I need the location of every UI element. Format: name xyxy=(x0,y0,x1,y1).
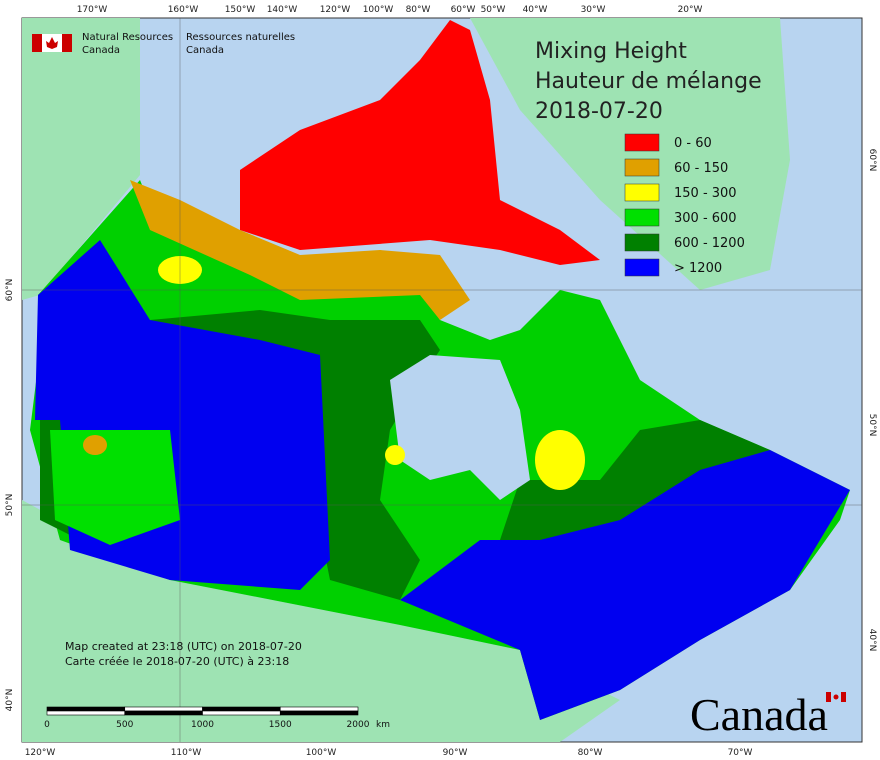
longitude-label: 90°W xyxy=(443,748,468,758)
scale-bar: 0 500 1000 1500 2000 km xyxy=(44,706,390,730)
longitude-label: 60°W xyxy=(451,5,476,15)
area-150-300 xyxy=(535,430,585,490)
legend-swatch xyxy=(624,233,660,252)
hudson-bay xyxy=(390,355,530,500)
longitude-label: 70°W xyxy=(728,748,753,758)
flag-bar xyxy=(62,34,72,52)
longitude-label: 50°W xyxy=(481,5,506,15)
maple-leaf xyxy=(46,37,58,49)
latitude-label: 50°N xyxy=(867,414,877,437)
longitude-label: 20°W xyxy=(678,5,703,15)
longitude-label: 100°W xyxy=(363,5,394,15)
latitude-label: 40°N xyxy=(5,689,15,712)
flag-bar xyxy=(841,692,846,702)
map-area xyxy=(21,17,863,743)
scale-segment xyxy=(46,706,126,712)
latitude-label: 60°N xyxy=(867,149,877,172)
latitude-label: 40°N xyxy=(867,629,877,652)
legend-swatch xyxy=(624,158,660,177)
department-en: Natural Resources xyxy=(82,32,173,43)
scale-label: 2000 xyxy=(347,720,370,730)
area-150-300 xyxy=(385,445,405,465)
wordmark-flag xyxy=(826,692,846,702)
scale-segment xyxy=(124,710,203,716)
scale-unit: km xyxy=(376,720,390,730)
greenland xyxy=(470,18,790,290)
usa xyxy=(22,500,620,742)
legend-swatch xyxy=(624,183,660,202)
legend-label: 60 - 150 xyxy=(674,161,728,176)
legend-swatch xyxy=(624,258,660,277)
legend: 0 - 60 60 - 150 150 - 300 300 - 600 600 - 12… xyxy=(624,133,745,277)
scale-label: 1000 xyxy=(191,720,214,730)
longitude-label: 160°W xyxy=(168,5,199,15)
wordmark: Canada xyxy=(690,689,828,740)
alaska xyxy=(22,18,140,300)
legend-label: 0 - 60 xyxy=(674,136,712,151)
legend-swatch xyxy=(624,208,660,227)
longitude-label: 80°W xyxy=(406,5,431,15)
longitude-label: 30°W xyxy=(581,5,606,15)
longitude-label: 170°W xyxy=(77,5,108,15)
scale-label: 0 xyxy=(44,720,50,730)
longitude-label: 120°W xyxy=(320,5,351,15)
flag-bar xyxy=(32,34,42,52)
longitude-label: 150°W xyxy=(225,5,256,15)
maple-leaf xyxy=(833,694,839,700)
axes: 170°W 160°W 150°W 140°W 120°W 100°W 80°W 60°W 50… xyxy=(5,5,877,758)
scale-segment xyxy=(202,706,281,712)
band-600-1200 xyxy=(150,310,440,600)
department-en: Canada xyxy=(82,45,120,56)
latitude-label: 60°N xyxy=(5,279,15,302)
logo xyxy=(32,34,72,52)
longitude-label: 40°W xyxy=(523,5,548,15)
area-over-1200 xyxy=(400,450,850,720)
legend-swatch xyxy=(624,133,660,152)
title: Hauteur de mélange xyxy=(535,69,762,94)
legend-label: 600 - 1200 xyxy=(674,236,745,251)
note: Carte créée le 2018-07-20 (UTC) à 23:18 xyxy=(65,655,289,668)
longitude-label: 100°W xyxy=(306,748,337,758)
area-300-600 xyxy=(50,430,180,545)
scale-segment xyxy=(46,710,126,716)
department-fr: Ressources naturelles xyxy=(186,32,295,43)
department-fr: Canada xyxy=(186,45,224,56)
note: Map created at 23:18 (UTC) on 2018-07-20 xyxy=(65,640,302,653)
scale-segment xyxy=(279,706,359,712)
legend-label: 300 - 600 xyxy=(674,211,737,226)
longitude-label: 80°W xyxy=(578,748,603,758)
longitude-label: 140°W xyxy=(267,5,298,15)
area-0-60 xyxy=(240,20,600,265)
title: 2018-07-20 xyxy=(535,99,663,124)
scale-segment xyxy=(124,706,203,712)
legend-label: > 1200 xyxy=(674,261,722,276)
legend-label: 150 - 300 xyxy=(674,186,737,201)
scale-segment xyxy=(202,710,281,716)
scale-segment xyxy=(279,710,359,716)
title: Mixing Height xyxy=(535,39,687,64)
area-60-150 xyxy=(130,180,470,320)
flag-bar xyxy=(826,692,831,702)
area-60-150 xyxy=(83,435,107,455)
latitude-label: 50°N xyxy=(5,494,15,517)
scale-label: 500 xyxy=(116,720,133,730)
longitude-label: 110°W xyxy=(171,748,202,758)
scale-label: 1500 xyxy=(269,720,292,730)
longitude-label: 120°W xyxy=(25,748,56,758)
